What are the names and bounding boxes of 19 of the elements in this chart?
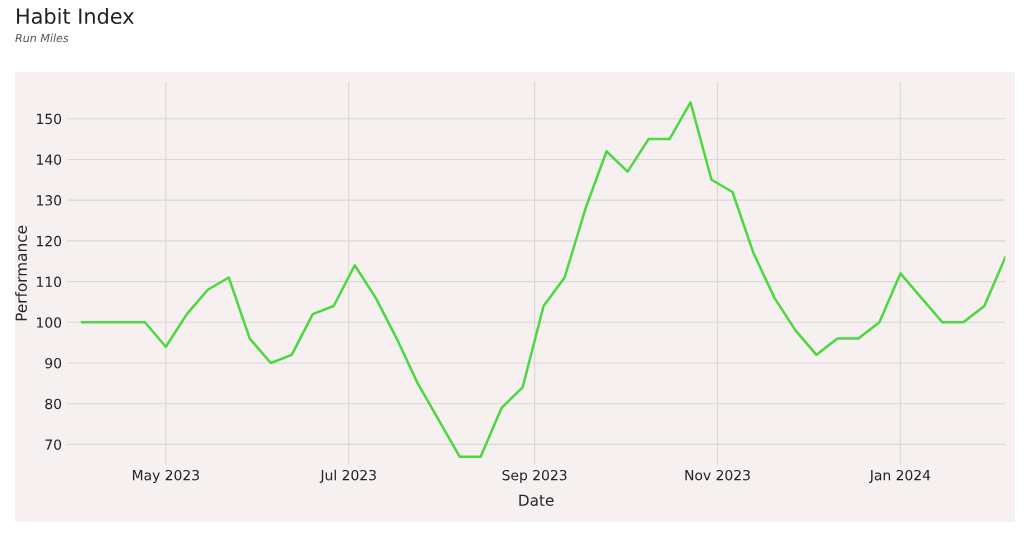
y-tick-label: 140 bbox=[37, 154, 62, 165]
y-tick-label: 150 bbox=[37, 113, 62, 125]
y-tick-label: 130 bbox=[37, 195, 62, 206]
x-tick-label: Jul 2023 bbox=[319, 469, 376, 483]
x-axis-title: Date bbox=[519, 494, 554, 507]
y-tick-label: 80 bbox=[45, 398, 62, 410]
y-tick-label: 120 bbox=[37, 235, 62, 247]
line-series bbox=[80, 101, 1006, 458]
x-tick-label: Nov 2023 bbox=[685, 469, 750, 481]
y-axis-title: Performance bbox=[15, 225, 27, 321]
y-tick-label: 100 bbox=[37, 317, 62, 328]
chart-subtitle: Run Miles bbox=[15, 33, 69, 43]
x-tick-label: Jan 2024 bbox=[869, 469, 931, 483]
x-tick-label: Sep 2023 bbox=[502, 469, 567, 484]
chart-title: Habit Index bbox=[17, 7, 134, 25]
x-tick-label: May 2023 bbox=[132, 469, 199, 484]
y-tick-label: 90 bbox=[45, 357, 62, 369]
y-tick-label: 70 bbox=[45, 439, 62, 450]
y-tick-label: 110 bbox=[37, 276, 62, 288]
